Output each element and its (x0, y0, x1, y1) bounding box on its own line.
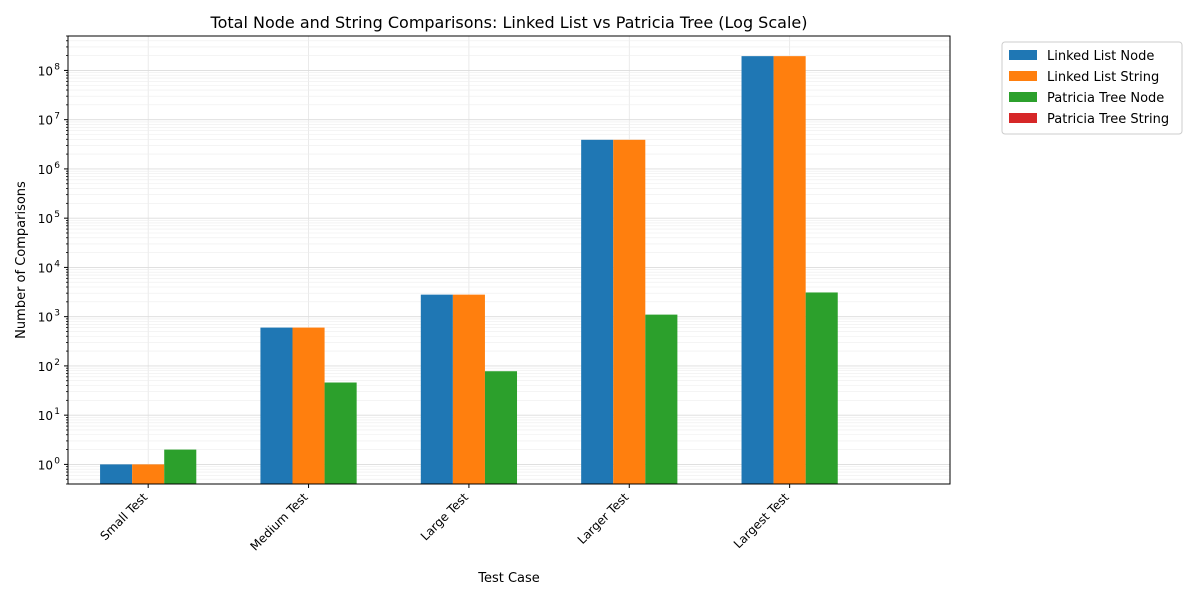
y-tick-label: 10 (38, 64, 53, 78)
x-tick-label: Small Test (97, 490, 150, 543)
legend-swatch (1009, 92, 1037, 102)
y-tick-label: 10 (38, 114, 53, 128)
plot-frame (67, 35, 951, 485)
bar-patricia-tree-node-medium-test (324, 382, 357, 484)
legend-label: Linked List Node (1047, 49, 1154, 64)
bar-linked-list-node-small-test (100, 464, 133, 484)
y-axis-label: Number of Comparisons (14, 181, 29, 339)
y-tick-exponent: 3 (54, 309, 60, 319)
y-tick-exponent: 6 (54, 161, 60, 171)
legend-swatch (1009, 113, 1037, 123)
bar-linked-list-node-large-test (420, 294, 453, 484)
legend-label: Linked List String (1047, 70, 1159, 85)
y-tick-exponent: 4 (54, 259, 60, 269)
bar-linked-list-string-small-test (132, 464, 165, 484)
bar-linked-list-node-largest-test (741, 56, 774, 485)
legend-swatch (1009, 71, 1037, 81)
bar-patricia-tree-node-large-test (484, 371, 518, 484)
y-tick-label: 10 (38, 360, 53, 374)
bar-linked-list-string-medium-test (292, 327, 325, 484)
bar-patricia-tree-node-larger-test (645, 314, 678, 484)
y-tick-exponent: 2 (54, 358, 60, 368)
y-tick-label: 10 (38, 163, 53, 177)
x-axis-label: Test Case (477, 571, 540, 586)
y-tick-exponent: 8 (54, 62, 60, 72)
y-tick-label: 10 (38, 212, 53, 226)
bar-linked-list-string-larger-test (613, 139, 646, 484)
y-tick-exponent: 0 (54, 456, 60, 466)
y-tick-label: 10 (38, 311, 53, 325)
y-tick-label: 10 (38, 458, 53, 472)
bar-patricia-tree-node-largest-test (805, 292, 838, 484)
x-tick-label: Large Test (418, 490, 471, 543)
y-tick-exponent: 1 (54, 407, 60, 417)
legend-box (1001, 41, 1183, 135)
legend-swatch (1009, 50, 1037, 60)
y-tick-exponent: 5 (54, 210, 60, 220)
chart-title: Total Node and String Comparisons: Linke… (210, 13, 808, 32)
x-tick-label: Largest Test (731, 490, 792, 551)
bar-linked-list-node-medium-test (260, 327, 293, 484)
legend-label: Patricia Tree String (1047, 112, 1169, 127)
x-tick-label: Larger Test (575, 490, 632, 547)
bars (100, 56, 838, 485)
legend: Linked List Node Linked List String Patric… (1001, 41, 1183, 135)
bar-linked-list-string-large-test (452, 294, 485, 484)
y-tick-exponent: 7 (54, 112, 60, 122)
x-axis: Small Test Medium Test Large Test Larger Te… (97, 484, 792, 553)
x-tick-label: Medium Test (247, 490, 310, 553)
y-tick-label: 10 (38, 261, 53, 275)
bar-linked-list-string-largest-test (773, 56, 806, 485)
bar-linked-list-node-larger-test (581, 139, 614, 484)
y-tick-label: 10 (38, 409, 53, 423)
bar-patricia-tree-node-small-test (164, 449, 197, 484)
legend-label: Patricia Tree Node (1047, 91, 1164, 106)
